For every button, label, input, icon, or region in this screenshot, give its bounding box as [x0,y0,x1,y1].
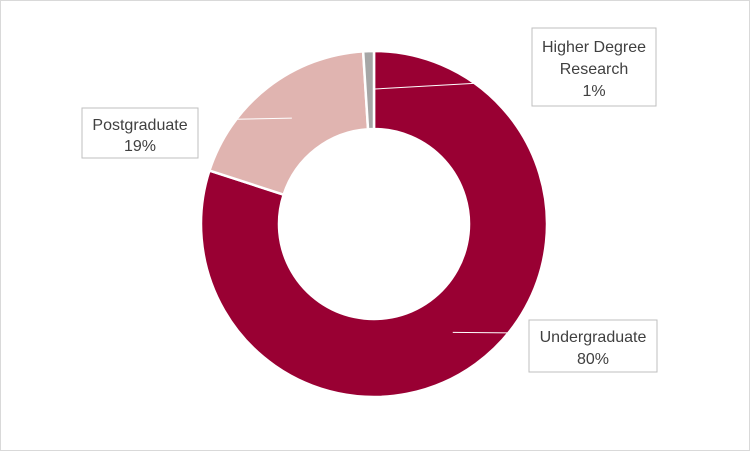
callout-box [81,107,199,159]
callout-undergraduate: Undergraduate 80% [528,319,658,373]
callout-postgraduate: Postgraduate 19% [81,107,199,159]
callout-box [531,27,657,107]
callout-higher-degree-research: Higher Degree Research 1% [531,27,657,107]
donut-slice-undergraduate [199,49,549,399]
donut-slice-higher-degree-research [361,49,376,131]
callout-value: 80% [577,351,609,368]
callout-label: Undergraduate [540,329,647,346]
leader-lines [197,79,533,334]
callout-value: 1% [582,83,605,100]
leader-line-postgraduate [197,117,292,121]
donut-slices [199,49,549,399]
callout-label-line-2: Research [560,61,628,78]
callout-label-line-1: Higher Degree [542,39,646,56]
leader-line-higher-degree-research [374,79,533,90]
donut-slice-postgraduate [207,50,370,197]
callout-label: Postgraduate [92,117,187,134]
callout-value: 19% [124,138,156,155]
leader-line-undergraduate [452,331,530,334]
callout-box [528,319,658,373]
